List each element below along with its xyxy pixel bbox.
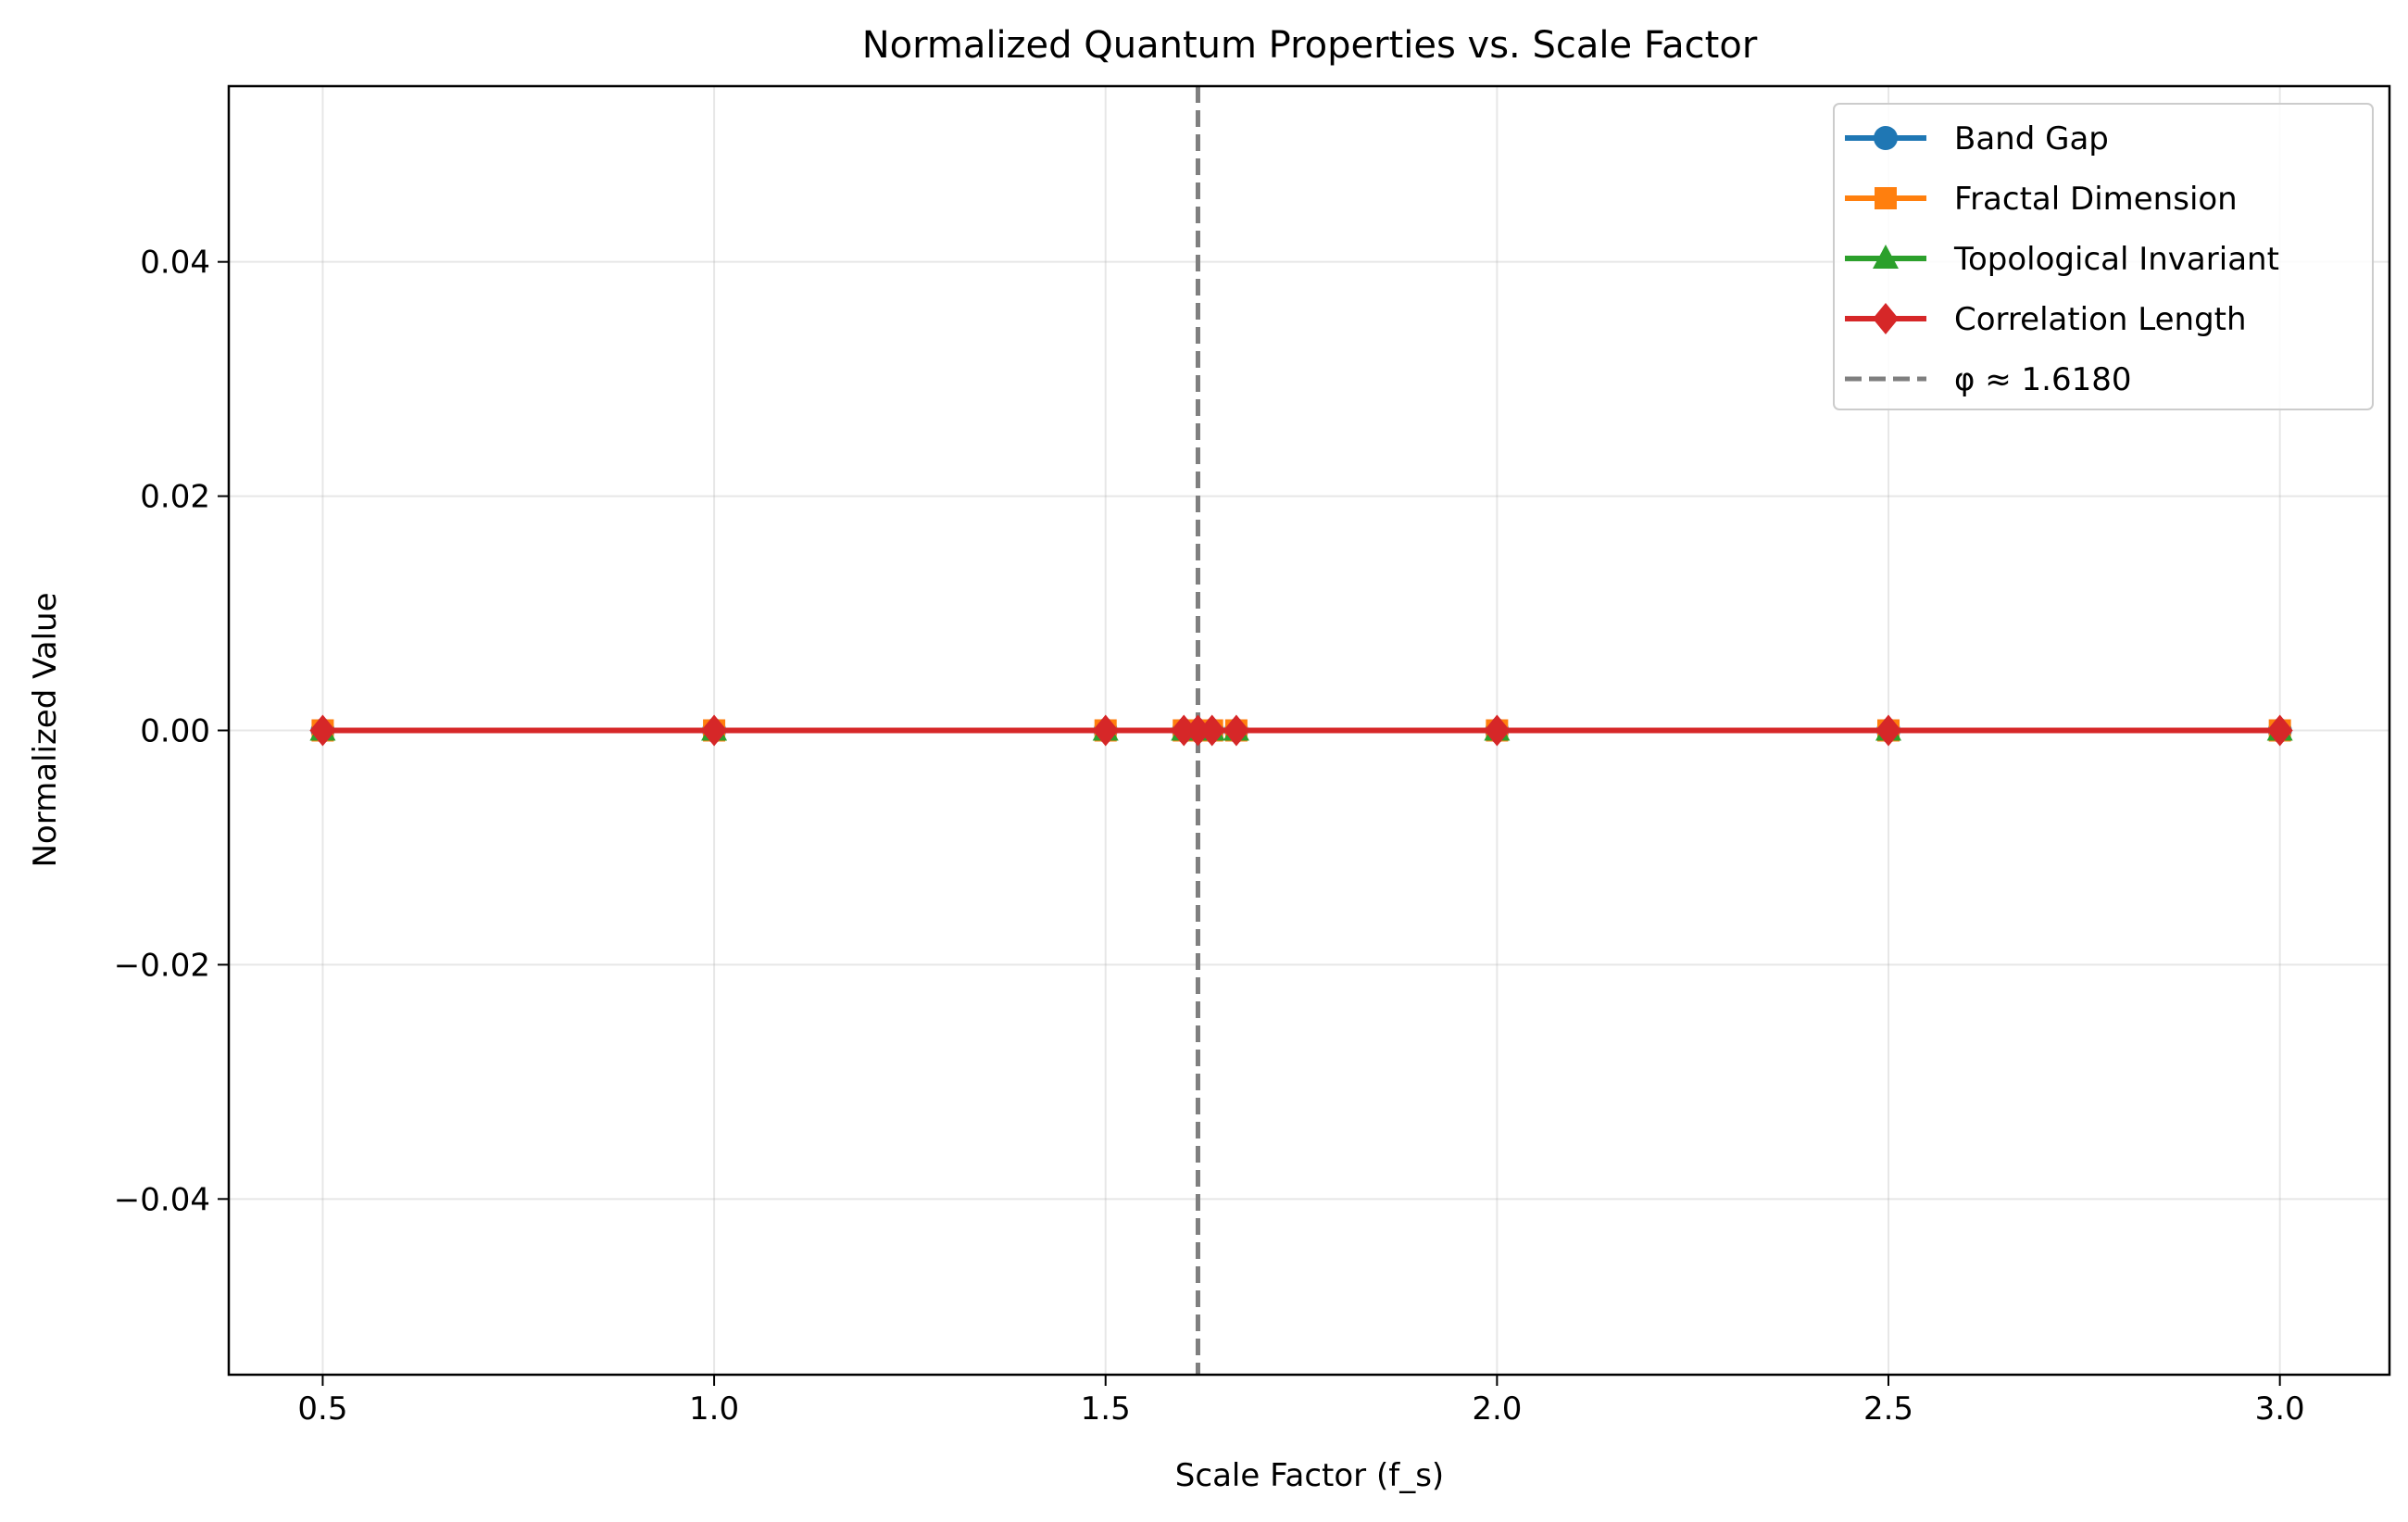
x-tick-label: 3.0 <box>2255 1390 2305 1428</box>
chart-title: Normalized Quantum Properties vs. Scale … <box>862 24 1758 67</box>
data-point <box>1875 714 1902 747</box>
legend-label: Band Gap <box>1954 120 2109 157</box>
data-point <box>1185 714 1211 747</box>
legend: Band Gap Fractal Dimension Topological Inv… <box>1833 103 2374 410</box>
data-point <box>1171 714 1198 747</box>
legend-item: Band Gap <box>1845 120 2109 157</box>
legend-item: Correlation Length <box>1845 301 2247 338</box>
y-tick-label: −0.02 <box>114 947 210 984</box>
legend-box <box>1833 103 2374 410</box>
legend-item: φ ≈ 1.6180 <box>1845 361 2132 398</box>
x-axis-label: Scale Factor (f_s) <box>1175 1457 1444 1494</box>
x-tick-label: 1.0 <box>689 1390 739 1428</box>
series-correlation-length <box>309 714 2293 747</box>
legend-marker <box>1874 126 1898 150</box>
legend-item: Fractal Dimension <box>1845 181 2238 218</box>
x-tick-label: 0.5 <box>297 1390 347 1428</box>
x-tick-label: 2.5 <box>1863 1390 1913 1428</box>
x-tick-label: 2.0 <box>1472 1390 1522 1428</box>
legend-label: Fractal Dimension <box>1954 181 2238 218</box>
y-axis-label: Normalized Value <box>27 593 64 868</box>
data-point <box>309 714 336 747</box>
y-tick-label: 0.04 <box>140 245 210 282</box>
data-point <box>701 714 728 747</box>
legend-marker <box>1875 187 1897 209</box>
x-tick-label: 1.5 <box>1081 1390 1131 1428</box>
series-layer <box>309 714 2293 747</box>
legend-item: Topological Invariant <box>1845 241 2279 278</box>
data-point <box>1223 714 1249 747</box>
legend-marker <box>1873 245 1899 269</box>
legend-label: φ ≈ 1.6180 <box>1954 361 2132 398</box>
data-point <box>1198 714 1225 747</box>
data-point <box>2266 714 2293 747</box>
legend-marker <box>1873 303 1899 334</box>
data-point <box>1484 714 1511 747</box>
axis-ticks: 0.5 1.0 1.5 2.0 2.5 3.0 −0.04 −0.02 0.00 0.02 0.04 <box>114 245 2305 1428</box>
legend-label: Topological Invariant <box>1953 241 2279 278</box>
y-tick-label: −0.04 <box>114 1181 210 1218</box>
y-tick-label: 0.02 <box>140 479 210 516</box>
data-point <box>1092 714 1119 747</box>
y-tick-label: 0.00 <box>140 713 210 750</box>
legend-label: Correlation Length <box>1954 301 2247 338</box>
